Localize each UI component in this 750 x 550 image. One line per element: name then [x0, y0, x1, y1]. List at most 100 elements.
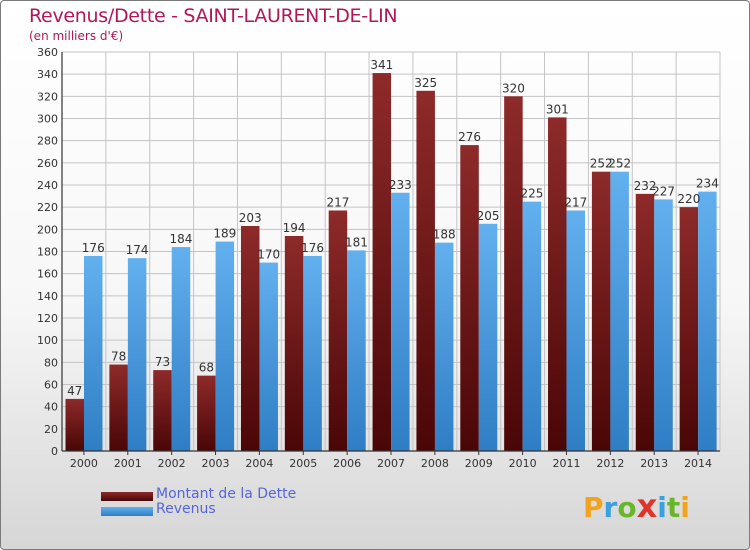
x-tick-label: 2008 — [421, 457, 449, 470]
bar-revenue — [171, 247, 191, 451]
data-label-debt: 73 — [155, 355, 170, 369]
bar-debt — [197, 375, 216, 451]
data-label-revenue: 227 — [652, 184, 675, 198]
data-label-debt: 320 — [502, 81, 525, 95]
data-label-revenue: 176 — [82, 241, 105, 255]
bar-revenue — [391, 192, 410, 451]
data-label-revenue: 174 — [126, 243, 149, 257]
logo-letter: r — [603, 491, 618, 524]
data-label-revenue: 189 — [213, 227, 236, 241]
y-tick-label: 300 — [37, 113, 58, 126]
x-tick-label: 2004 — [245, 457, 273, 470]
data-label-revenue: 217 — [564, 195, 587, 209]
legend-label-debt: Montant de la Dette — [156, 486, 297, 502]
x-tick-label: 2006 — [333, 457, 361, 470]
bar-revenue — [127, 258, 147, 451]
logo-letter: o — [617, 491, 637, 524]
y-tick-label: 180 — [37, 246, 58, 259]
data-label-revenue: 188 — [433, 228, 456, 242]
x-tick-label: 2000 — [70, 457, 98, 470]
y-tick-label: 200 — [37, 223, 58, 236]
chart-subtitle: (en milliers d'€) — [29, 29, 124, 43]
bar-debt — [460, 145, 479, 451]
data-labels: 0 20 40 60 80 100 120 140 160 180 200 220 240 260 280 3… — [37, 46, 719, 470]
x-tick-label: 2014 — [684, 457, 712, 470]
x-tick-label: 2005 — [289, 457, 317, 470]
x-tick-label: 2002 — [158, 457, 186, 470]
logo-letter: P — [583, 491, 604, 524]
x-tick-label: 2011 — [552, 457, 580, 470]
data-label-debt: 325 — [414, 76, 437, 90]
bar-debt — [153, 370, 172, 451]
data-label-debt: 47 — [67, 384, 82, 398]
y-tick-label: 60 — [44, 379, 58, 392]
legend-swatch-revenue — [101, 507, 153, 516]
data-label-debt: 68 — [199, 361, 214, 375]
data-label-revenue: 252 — [608, 157, 631, 171]
data-label-revenue: 234 — [696, 177, 719, 191]
bar-revenue — [84, 255, 103, 451]
bar-revenue — [566, 210, 586, 451]
y-tick-label: 40 — [44, 401, 58, 414]
data-label-debt: 341 — [370, 58, 393, 72]
bar-revenue — [610, 171, 629, 451]
data-label-debt: 217 — [326, 195, 349, 209]
chart-title: Revenus/Dette - SAINT-LAURENT-DE-LIN — [29, 5, 398, 27]
bar-revenue — [522, 201, 542, 451]
logo-letter: t — [666, 491, 681, 524]
bar-debt — [635, 193, 655, 451]
bar-revenue — [215, 241, 235, 451]
data-label-debt: 220 — [677, 192, 700, 206]
y-tick-label: 20 — [44, 423, 58, 436]
bar-debt — [240, 226, 260, 451]
data-label-debt: 78 — [111, 350, 126, 364]
bar-debt — [328, 210, 348, 451]
bar-debt — [548, 117, 567, 452]
legend-label-revenue: Revenus — [156, 501, 216, 517]
bar-revenue — [434, 242, 454, 451]
y-tick-label: 100 — [37, 334, 58, 347]
y-tick-label: 280 — [37, 135, 58, 148]
y-tick-label: 360 — [37, 46, 58, 59]
y-tick-label: 240 — [37, 179, 58, 192]
x-tick-label: 2009 — [465, 457, 493, 470]
y-tick-label: 340 — [37, 68, 58, 81]
data-label-revenue: 170 — [257, 248, 280, 262]
bar-revenue — [303, 255, 322, 451]
y-tick-label: 120 — [37, 312, 58, 325]
data-label-debt: 194 — [283, 221, 306, 235]
y-tick-label: 0 — [51, 445, 58, 458]
bars — [65, 73, 717, 452]
y-tick-label: 220 — [37, 201, 58, 214]
bar-debt — [679, 207, 699, 451]
bar-revenue — [654, 199, 673, 451]
data-label-revenue: 184 — [170, 232, 193, 246]
bar-revenue — [259, 262, 278, 451]
data-label-debt: 203 — [239, 211, 262, 225]
data-label-debt: 232 — [634, 179, 657, 193]
data-label-revenue: 176 — [301, 241, 324, 255]
data-label-revenue: 225 — [520, 187, 543, 201]
proxiti-logo: Proxiti — [583, 487, 690, 525]
bar-debt — [416, 90, 435, 452]
data-label-debt: 276 — [458, 130, 481, 144]
bar-debt — [591, 171, 611, 451]
data-label-debt: 301 — [546, 102, 569, 116]
data-label-revenue: 205 — [477, 209, 500, 223]
bar-debt — [504, 96, 523, 451]
legend-swatch-debt — [101, 492, 153, 501]
x-tick-label: 2001 — [114, 457, 142, 470]
x-tick-label: 2010 — [509, 457, 537, 470]
bar-debt — [65, 398, 84, 451]
data-label-revenue: 233 — [389, 178, 412, 192]
logo-letter: i — [657, 491, 667, 524]
bar-revenue — [347, 250, 366, 451]
y-tick-label: 160 — [37, 268, 58, 281]
x-tick-label: 2012 — [596, 457, 624, 470]
data-label-revenue: 181 — [345, 235, 368, 249]
y-tick-label: 320 — [37, 90, 58, 103]
bar-debt — [372, 73, 392, 451]
y-tick-label: 80 — [44, 356, 58, 369]
